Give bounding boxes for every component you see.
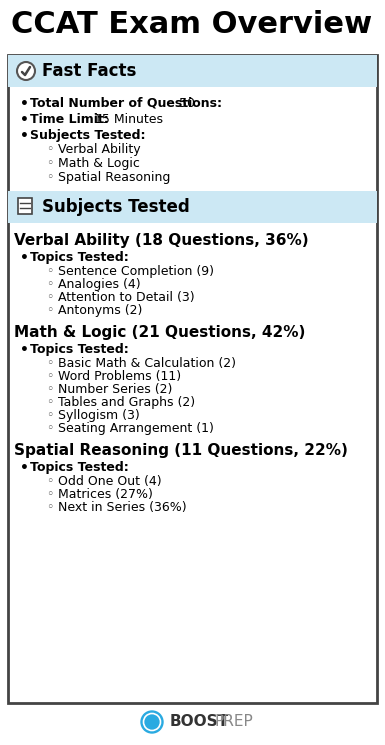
Text: Math & Logic (21 Questions, 42%): Math & Logic (21 Questions, 42%) <box>14 325 305 340</box>
Text: Word Problems (11): Word Problems (11) <box>58 370 181 383</box>
Text: ◦: ◦ <box>46 475 54 488</box>
Text: 50: 50 <box>175 97 195 110</box>
Text: •: • <box>20 343 29 357</box>
Text: Odd One Out (4): Odd One Out (4) <box>58 475 162 488</box>
FancyBboxPatch shape <box>18 198 32 214</box>
Text: ◦: ◦ <box>46 396 54 409</box>
Text: Verbal Ability (18 Questions, 36%): Verbal Ability (18 Questions, 36%) <box>14 233 309 248</box>
Circle shape <box>141 711 163 733</box>
Text: ◦: ◦ <box>46 291 54 304</box>
Text: •: • <box>20 251 29 265</box>
Text: ◦: ◦ <box>46 357 54 370</box>
Text: Tables and Graphs (2): Tables and Graphs (2) <box>58 396 195 409</box>
Text: Spatial Reasoning (11 Questions, 22%): Spatial Reasoning (11 Questions, 22%) <box>14 443 348 458</box>
Text: ◦: ◦ <box>46 278 54 291</box>
Text: PREP: PREP <box>214 714 253 729</box>
Text: •: • <box>20 97 29 111</box>
Text: Subjects Tested: Subjects Tested <box>42 198 190 216</box>
Text: Spatial Reasoning: Spatial Reasoning <box>58 171 171 184</box>
Text: ◦: ◦ <box>46 265 54 278</box>
Text: Syllogism (3): Syllogism (3) <box>58 409 140 422</box>
Text: Matrices (27%): Matrices (27%) <box>58 488 153 501</box>
Text: Antonyms (2): Antonyms (2) <box>58 304 142 317</box>
Text: ◦: ◦ <box>46 157 54 170</box>
Text: CCAT Exam Overview: CCAT Exam Overview <box>12 10 373 39</box>
Text: Verbal Ability: Verbal Ability <box>58 143 141 156</box>
Text: Topics Tested:: Topics Tested: <box>30 461 129 474</box>
Text: BOOST: BOOST <box>170 714 229 729</box>
Text: •: • <box>20 129 29 143</box>
Text: ◦: ◦ <box>46 409 54 422</box>
Text: Analogies (4): Analogies (4) <box>58 278 141 291</box>
Text: ◦: ◦ <box>46 383 54 396</box>
Text: ◦: ◦ <box>46 143 54 156</box>
Text: 15 Minutes: 15 Minutes <box>90 113 163 126</box>
FancyBboxPatch shape <box>8 55 377 703</box>
FancyBboxPatch shape <box>8 55 377 87</box>
Text: ◦: ◦ <box>46 422 54 435</box>
Text: Attention to Detail (3): Attention to Detail (3) <box>58 291 195 304</box>
Text: Bp: Bp <box>146 717 159 726</box>
Text: Time Limit:: Time Limit: <box>30 113 109 126</box>
Text: ◦: ◦ <box>46 304 54 317</box>
Text: Total Number of Questions:: Total Number of Questions: <box>30 97 222 110</box>
Text: Topics Tested:: Topics Tested: <box>30 343 129 356</box>
Circle shape <box>17 62 35 80</box>
Text: •: • <box>20 113 29 127</box>
Text: ◦: ◦ <box>46 171 54 184</box>
Text: Fast Facts: Fast Facts <box>42 62 136 80</box>
Text: ◦: ◦ <box>46 370 54 383</box>
Text: Basic Math & Calculation (2): Basic Math & Calculation (2) <box>58 357 236 370</box>
Text: ◦: ◦ <box>46 501 54 514</box>
Text: ◦: ◦ <box>46 488 54 501</box>
Text: Next in Series (36%): Next in Series (36%) <box>58 501 187 514</box>
Text: Sentence Completion (9): Sentence Completion (9) <box>58 265 214 278</box>
Text: Subjects Tested:: Subjects Tested: <box>30 129 146 142</box>
Text: •: • <box>20 461 29 475</box>
FancyBboxPatch shape <box>8 191 377 223</box>
Text: Seating Arrangement (1): Seating Arrangement (1) <box>58 422 214 435</box>
Text: Topics Tested:: Topics Tested: <box>30 251 129 264</box>
Text: Number Series (2): Number Series (2) <box>58 383 172 396</box>
Text: Math & Logic: Math & Logic <box>58 157 140 170</box>
